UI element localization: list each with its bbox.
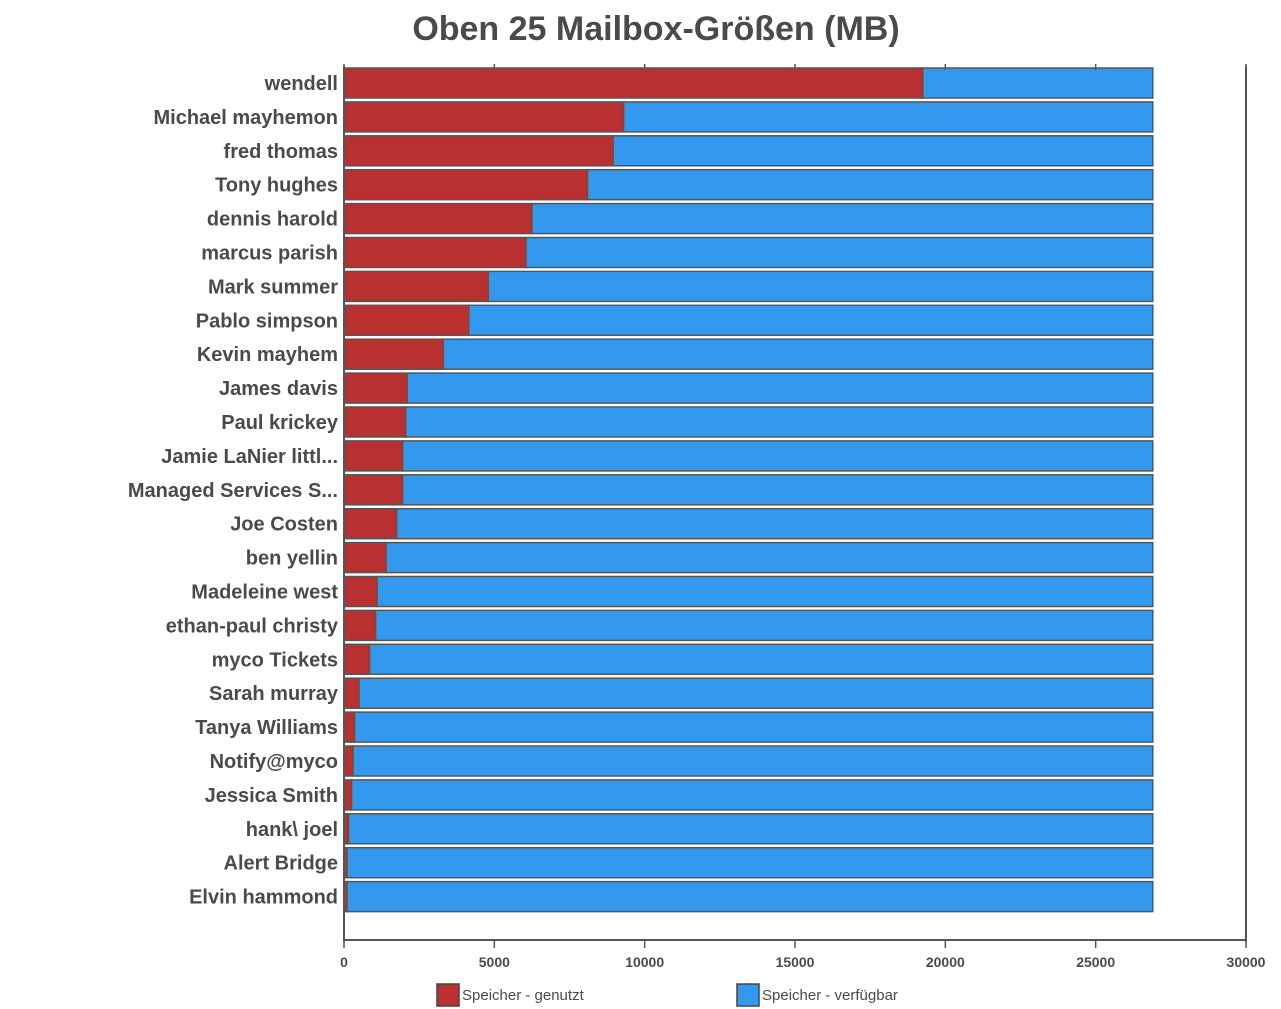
bar-segment-available	[346, 846, 1154, 879]
category-label: Paul krickey	[221, 412, 339, 434]
bar-segment-available	[468, 304, 1154, 337]
bar-segment-available	[586, 168, 1154, 201]
bar-segment-available	[442, 338, 1154, 370]
bar-segment-used	[343, 541, 387, 574]
bar-segment-used	[343, 609, 377, 642]
category-label: ethan-paul christy	[166, 615, 339, 637]
bar-segment-available	[376, 575, 1154, 608]
x-tick-label: 30000	[1227, 954, 1266, 970]
bar-segment-available	[525, 236, 1154, 269]
bar-segment-available	[395, 507, 1154, 540]
bar-segment-used	[343, 745, 354, 777]
x-ticks: 0 5000 10000 15000 20000 25000 30000	[340, 64, 1266, 970]
x-tick-label: 15000	[776, 954, 815, 970]
bar-segment-available	[374, 609, 1154, 642]
bars	[343, 67, 1154, 913]
bar-segment-used	[343, 643, 371, 676]
legend-swatch	[436, 983, 460, 1007]
bar-segment-available	[346, 880, 1154, 913]
bar-segment-available	[487, 270, 1154, 303]
bar-segment-used	[343, 304, 470, 337]
bar-segment-used	[343, 575, 378, 608]
bar-segment-used	[343, 711, 356, 743]
category-label: Jamie LaNier littl...	[161, 446, 338, 468]
category-label: Tony hughes	[215, 175, 338, 197]
x-tick-label: 5000	[479, 954, 510, 970]
legend: Speicher - genutzt Speicher - verfügbar	[436, 983, 898, 1007]
legend-label: Speicher - genutzt	[462, 987, 585, 1004]
bar-segment-used	[343, 168, 589, 201]
bar-segment-available	[531, 202, 1154, 235]
category-label: Sarah murray	[209, 683, 339, 705]
category-label: marcus parish	[201, 243, 338, 265]
category-label: Tanya Williams	[195, 717, 338, 739]
category-label: fred thomas	[224, 141, 338, 163]
category-label: Jessica Smith	[205, 785, 338, 807]
bar-segment-available	[404, 406, 1154, 438]
category-label: Pablo simpson	[196, 310, 338, 332]
bar-segment-available	[352, 745, 1154, 777]
bar-segment-used	[343, 507, 398, 540]
bar-segment-used	[343, 406, 407, 438]
category-label: Elvin hammond	[189, 887, 338, 909]
bar-segment-available	[406, 372, 1154, 404]
bar-segment-available	[368, 643, 1154, 676]
x-tick-label: 25000	[1076, 954, 1115, 970]
bar-segment-used	[343, 270, 490, 303]
x-tick-label: 20000	[926, 954, 965, 970]
bar-segment-used	[343, 236, 527, 269]
legend-label: Speicher - verfügbar	[762, 987, 898, 1004]
bar-segment-available	[401, 440, 1154, 472]
category-label: ben yellin	[246, 548, 338, 570]
category-labels: wendell Michael mayhemon fred thomas Tony h…	[128, 73, 339, 909]
bar-segment-used	[343, 677, 360, 709]
category-label: Joe Costen	[230, 514, 338, 536]
bar-segment-available	[401, 474, 1154, 506]
bar-segment-available	[353, 711, 1154, 743]
bar-segment-available	[350, 779, 1154, 811]
bar-segment-used	[343, 779, 353, 811]
category-label: Managed Services S...	[128, 480, 338, 502]
x-tick-label: 0	[340, 954, 348, 970]
bar-segment-available	[622, 101, 1154, 133]
bar-segment-available	[922, 67, 1154, 99]
category-label: James davis	[219, 378, 338, 400]
bar-segment-available	[612, 135, 1154, 167]
category-label: Madeleine west	[191, 582, 338, 604]
bar-segment-used	[343, 372, 408, 404]
chart-title: Oben 25 Mailbox-Größen (MB)	[412, 10, 899, 48]
category-label: myco Tickets	[212, 649, 338, 671]
bar-segment-available	[347, 813, 1154, 845]
x-tick-label: 10000	[625, 954, 664, 970]
category-label: dennis harold	[207, 209, 338, 231]
category-label: wendell	[264, 73, 338, 95]
bar-segment-used	[343, 67, 924, 99]
category-label: Notify@myco	[210, 751, 338, 773]
bar-segment-used	[343, 202, 533, 235]
bar-segment-used	[343, 440, 404, 472]
bar-segment-used	[343, 135, 614, 167]
category-label: Kevin mayhem	[197, 344, 338, 366]
bar-segment-used	[343, 338, 444, 370]
category-label: Michael mayhemon	[153, 107, 338, 129]
bar-segment-available	[358, 677, 1154, 709]
bar-segment-used	[343, 101, 625, 133]
bar-segment-used	[343, 474, 404, 506]
category-label: hank\ joel	[246, 819, 338, 841]
category-label: Mark summer	[208, 276, 338, 298]
category-label: Alert Bridge	[224, 853, 338, 875]
bar-segment-available	[385, 541, 1154, 574]
legend-swatch	[736, 983, 760, 1007]
